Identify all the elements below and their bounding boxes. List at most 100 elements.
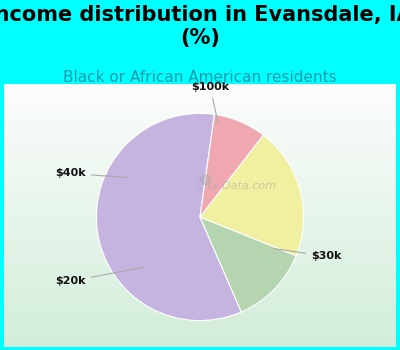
- Bar: [4, 292, 396, 294]
- Bar: [4, 285, 396, 287]
- Bar: [4, 226, 396, 229]
- Bar: [4, 211, 396, 213]
- Bar: [4, 270, 396, 272]
- Bar: [4, 325, 396, 327]
- Bar: [4, 287, 396, 290]
- Bar: [4, 307, 396, 309]
- Bar: [4, 281, 396, 283]
- Bar: [4, 108, 396, 110]
- Bar: [4, 104, 396, 106]
- Bar: [4, 86, 396, 88]
- Bar: [4, 252, 396, 255]
- Bar: [4, 213, 396, 215]
- Bar: [4, 290, 396, 292]
- Bar: [4, 102, 396, 104]
- Bar: [4, 169, 396, 172]
- Bar: [4, 318, 396, 320]
- Bar: [4, 305, 396, 307]
- Text: $40k: $40k: [55, 168, 127, 178]
- Bar: [4, 261, 396, 263]
- Bar: [4, 274, 396, 277]
- Bar: [4, 222, 396, 224]
- Bar: [4, 250, 396, 252]
- Bar: [4, 143, 396, 145]
- Bar: [4, 176, 396, 178]
- Bar: [4, 235, 396, 237]
- Bar: [4, 165, 396, 167]
- Bar: [4, 117, 396, 119]
- Bar: [4, 158, 396, 161]
- Bar: [4, 237, 396, 239]
- Bar: [4, 189, 396, 191]
- Wedge shape: [200, 217, 296, 312]
- Bar: [4, 320, 396, 322]
- Bar: [4, 259, 396, 261]
- Bar: [4, 91, 396, 93]
- Bar: [4, 145, 396, 147]
- Bar: [4, 329, 396, 331]
- Bar: [4, 301, 396, 303]
- Bar: [4, 224, 396, 226]
- Bar: [4, 185, 396, 187]
- Text: Black or African American residents: Black or African American residents: [63, 70, 337, 84]
- Bar: [4, 191, 396, 193]
- Bar: [4, 121, 396, 124]
- Bar: [4, 187, 396, 189]
- Bar: [4, 172, 396, 174]
- Bar: [4, 152, 396, 154]
- Bar: [4, 178, 396, 180]
- Bar: [4, 268, 396, 270]
- Bar: [4, 294, 396, 296]
- Bar: [4, 312, 396, 314]
- Bar: [4, 276, 396, 279]
- Bar: [4, 322, 396, 325]
- Text: $100k: $100k: [191, 83, 230, 123]
- Bar: [4, 233, 396, 235]
- Bar: [4, 128, 396, 130]
- Bar: [4, 272, 396, 274]
- Bar: [4, 202, 396, 204]
- Bar: [4, 220, 396, 222]
- Bar: [4, 136, 396, 139]
- Bar: [4, 88, 396, 91]
- Bar: [4, 239, 396, 241]
- Bar: [4, 298, 396, 301]
- Bar: [4, 141, 396, 143]
- Bar: [4, 309, 396, 312]
- Bar: [4, 99, 396, 102]
- Bar: [4, 266, 396, 268]
- Bar: [4, 200, 396, 202]
- Wedge shape: [200, 135, 304, 256]
- Bar: [4, 246, 396, 248]
- Bar: [4, 229, 396, 231]
- Bar: [4, 255, 396, 257]
- Bar: [4, 115, 396, 117]
- Bar: [4, 174, 396, 176]
- Bar: [4, 119, 396, 121]
- Bar: [4, 241, 396, 244]
- Bar: [4, 336, 396, 338]
- Wedge shape: [96, 113, 241, 321]
- Bar: [4, 110, 396, 112]
- Bar: [4, 231, 396, 233]
- Bar: [4, 340, 396, 342]
- Bar: [4, 316, 396, 318]
- Bar: [4, 209, 396, 211]
- Bar: [4, 196, 396, 198]
- Bar: [4, 84, 396, 86]
- Bar: [4, 257, 396, 259]
- Bar: [4, 327, 396, 329]
- Bar: [4, 248, 396, 250]
- Bar: [4, 112, 396, 115]
- Bar: [4, 333, 396, 336]
- Bar: [4, 126, 396, 128]
- Bar: [4, 331, 396, 333]
- Bar: [4, 182, 396, 185]
- Bar: [4, 263, 396, 266]
- Bar: [4, 139, 396, 141]
- Bar: [4, 154, 396, 156]
- Bar: [4, 106, 396, 108]
- Bar: [4, 150, 396, 152]
- Bar: [4, 147, 396, 150]
- Bar: [4, 204, 396, 206]
